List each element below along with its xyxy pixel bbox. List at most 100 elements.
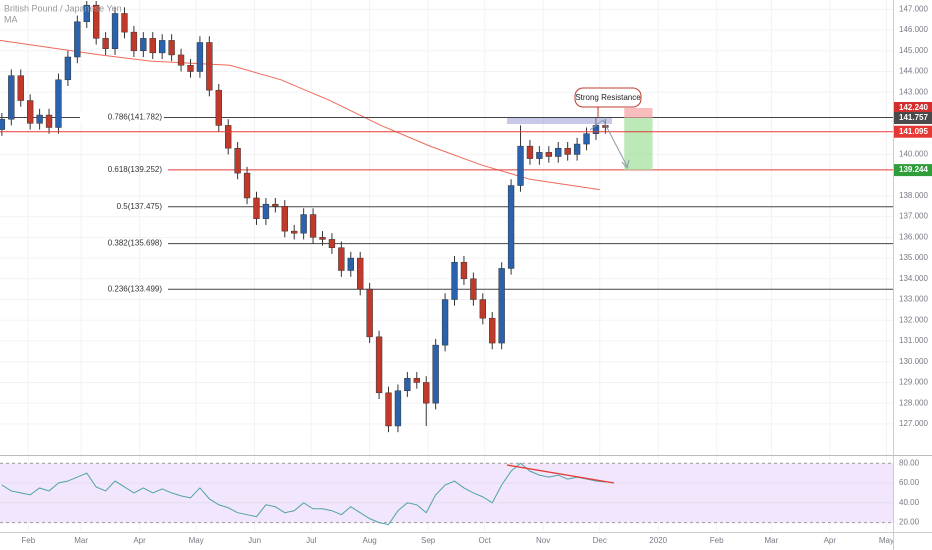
chart-title: British Pound / Japanese Yen [4, 3, 122, 13]
y-tick-label: 40.00 [899, 498, 920, 507]
y-tick-label: 136.000 [899, 232, 928, 241]
fib-label: 0.5(137.475) [117, 202, 163, 211]
candle-body [27, 100, 34, 124]
candle-body [111, 13, 119, 49]
x-tick-label: Oct [478, 536, 491, 545]
candle-body [168, 40, 175, 56]
fib-label: 0.382(135.698) [108, 239, 163, 248]
x-tick-label: May [879, 536, 894, 545]
price-tag [894, 125, 932, 138]
y-tick-label: 146.000 [899, 25, 928, 34]
candle-body [74, 21, 81, 58]
x-tick-label: Sep [421, 536, 436, 545]
rsi-line [1, 462, 606, 526]
candle-body [347, 257, 354, 271]
x-tick-label: Jun [248, 536, 261, 545]
projection-arrow [589, 119, 604, 131]
y-tick-label: 135.000 [899, 253, 928, 262]
candle-body [385, 392, 392, 427]
candle-body [64, 56, 72, 81]
candle-body [564, 147, 571, 155]
candle-body [489, 317, 496, 344]
y-tick-label: 132.000 [899, 315, 928, 324]
y-tick-label: 128.000 [899, 398, 928, 407]
candle-body [451, 261, 458, 300]
x-tick-label: 2020 [649, 536, 667, 545]
candle-body [36, 114, 43, 124]
x-tick-label: Apr [824, 536, 837, 545]
rsi-band [0, 463, 893, 523]
rsi-pane: 20.00 40.00 60.00 80.00 [0, 458, 920, 527]
y-tick-label: 127.000 [899, 419, 928, 428]
price-label: 141.757 [899, 113, 928, 122]
candle-body [536, 152, 543, 159]
candle-body [404, 378, 411, 391]
candle-body [196, 42, 204, 72]
candle-body [0, 118, 6, 130]
candle-body [206, 42, 213, 91]
candle-body [102, 38, 109, 49]
candle-body [291, 230, 298, 234]
candle-body [243, 172, 251, 199]
candle-body [130, 31, 138, 52]
y-tick-label: 143.000 [899, 87, 928, 96]
candle-body [432, 344, 439, 404]
candle-body [177, 54, 185, 66]
callout-box [574, 87, 642, 108]
y-tick-label: 138.000 [899, 191, 928, 200]
candle-body [159, 40, 166, 54]
y-tick-label: 129.000 [899, 378, 928, 387]
candle-body [187, 65, 194, 72]
candle-body [309, 214, 317, 238]
y-tick-label: 147.000 [899, 4, 928, 13]
candle-body [8, 75, 15, 120]
x-tick-label: Feb [21, 536, 35, 545]
candle-body [470, 278, 477, 300]
indicator-label: MA [4, 14, 18, 24]
candle-body [225, 125, 232, 149]
candle-body [328, 239, 336, 248]
y-tick-label: 131.000 [899, 336, 928, 345]
x-tick-label: Jul [306, 536, 316, 545]
candle-body [526, 145, 534, 159]
candle-body [121, 13, 128, 33]
candle-body [375, 336, 383, 394]
y-tick-label: 20.00 [899, 518, 920, 527]
candle-body [555, 147, 562, 157]
candle-body [583, 133, 590, 145]
price-label: 142.240 [899, 103, 928, 112]
x-tick-label: May [189, 536, 204, 545]
candle-body [423, 382, 430, 404]
fib-label: 0.618(139.252) [108, 165, 163, 174]
candle-body [140, 38, 147, 52]
price-label: 141.095 [899, 127, 928, 136]
candle-body [93, 4, 100, 39]
fib-label: 0.236(133.499) [108, 284, 163, 293]
candle-body [507, 185, 515, 269]
candle-body [253, 197, 260, 219]
x-tick-label: Dec [593, 536, 607, 545]
x-tick-label: Feb [710, 536, 724, 545]
candle-body [460, 261, 468, 280]
candle-body [83, 4, 90, 23]
x-tick-label: Mar [74, 536, 88, 545]
x-tick-label: Nov [536, 536, 550, 545]
x-tick-label: Mar [764, 536, 778, 545]
y-tick-label: 144.000 [899, 67, 928, 76]
candle-body [338, 247, 345, 271]
price-label: 139.244 [899, 165, 928, 174]
y-tick-label: 145.000 [899, 46, 928, 55]
arrow-head [621, 159, 630, 170]
price-tag [894, 101, 932, 114]
y-tick-label: 137.000 [899, 212, 928, 221]
annotation: Strong Resistance [575, 93, 641, 102]
x-tick-label: Aug [363, 536, 377, 545]
candle-body [479, 299, 486, 319]
divergence-line [506, 464, 615, 484]
candle-body [413, 378, 420, 383]
y-tick-label: 140.000 [899, 150, 928, 159]
candle-body [319, 237, 326, 240]
resistance-zone [507, 118, 612, 124]
